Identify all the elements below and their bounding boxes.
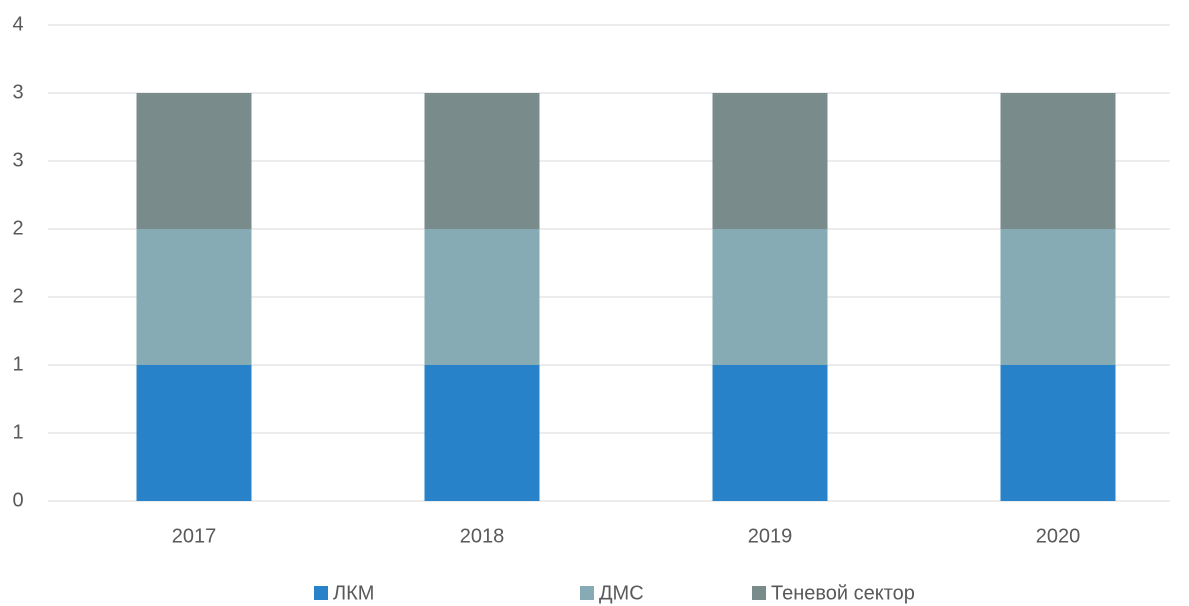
legend-marker xyxy=(752,586,766,600)
y-tick-label: 2 xyxy=(12,217,23,239)
bar-segment xyxy=(1000,229,1116,365)
x-tick-label: 2019 xyxy=(748,525,793,547)
y-tick-label: 1 xyxy=(12,353,23,375)
legend-label: Теневой сектор xyxy=(771,582,915,604)
legend-marker xyxy=(580,586,594,600)
y-tick-label: 1 xyxy=(12,421,23,443)
legend-label: ЛКМ xyxy=(333,582,374,604)
bar-segment xyxy=(424,229,540,365)
bar-segment xyxy=(136,365,252,501)
bar-segment xyxy=(712,93,828,229)
bar-segment xyxy=(1000,365,1116,501)
bar-segment xyxy=(424,365,540,501)
legend-label: ДМС xyxy=(599,582,644,604)
bar-segment xyxy=(136,229,252,365)
x-tick-label: 2020 xyxy=(1036,525,1081,547)
y-tick-label: 3 xyxy=(12,149,23,171)
bar-segment xyxy=(1000,93,1116,229)
bar-segment xyxy=(424,93,540,229)
legend-marker xyxy=(314,586,328,600)
y-tick-label: 2 xyxy=(12,285,23,307)
bar-segment xyxy=(712,229,828,365)
x-tick-label: 2017 xyxy=(172,525,217,547)
y-tick-label: 0 xyxy=(12,489,23,511)
y-tick-label: 4 xyxy=(12,13,23,35)
bar-segment xyxy=(136,93,252,229)
y-tick-label: 3 xyxy=(12,81,23,103)
x-tick-label: 2018 xyxy=(460,525,505,547)
bar-segment xyxy=(712,365,828,501)
